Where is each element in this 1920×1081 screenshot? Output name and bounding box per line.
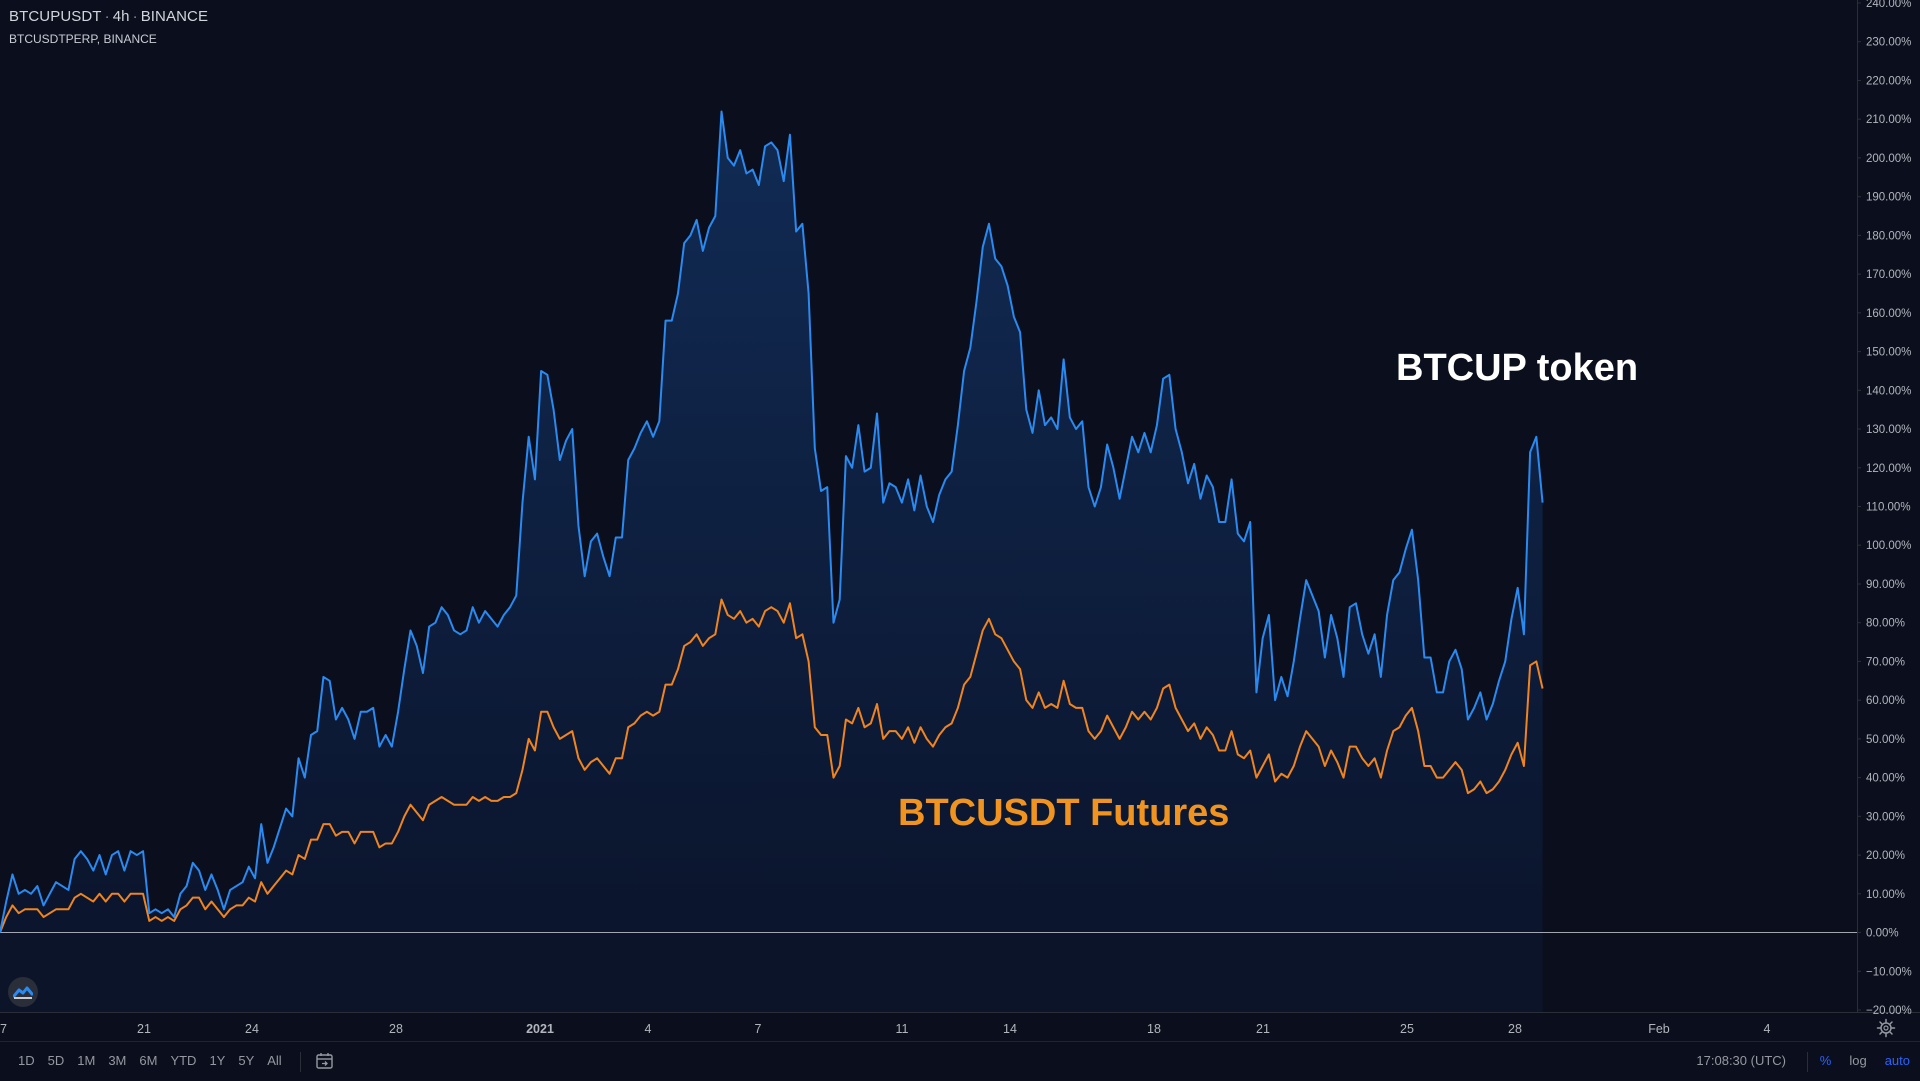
btcup-area-fill	[0, 111, 1543, 933]
range-button-1y[interactable]: 1Y	[209, 1053, 226, 1068]
y-tick-label: 220.00%	[1866, 76, 1911, 88]
time-scale[interactable]: 7 21 24 28 2021 4 7 11 14 18 21 25 28 Feb 4	[0, 1022, 1771, 1036]
legend-main-row[interactable]: BTCUPUSDT · 4h · BINANCE	[9, 8, 208, 25]
plot-layer	[0, 110, 1857, 1012]
y-tick-label: 230.00%	[1866, 37, 1911, 49]
date-range-buttons: 1D 5D 1M 3M 6M YTD 1Y 5Y All	[13, 1053, 290, 1068]
y-tick-label: 240.00%	[1866, 0, 1911, 10]
y-tick-label: 170.00%	[1866, 269, 1911, 281]
utc-clock[interactable]: 17:08:30 (UTC)	[1696, 1053, 1786, 1068]
y-tick-label: 50.00%	[1866, 734, 1905, 746]
y-tick-label: 10.00%	[1866, 889, 1905, 901]
toolbar-divider	[300, 1052, 301, 1072]
x-tick-label: 18	[1147, 1022, 1161, 1036]
auto-scale-toggle[interactable]: auto	[1884, 1053, 1910, 1068]
futures-annotation: BTCUSDT Futures	[898, 792, 1229, 834]
series-line-btcusdtperp	[0, 598, 1544, 933]
y-tick-label: 180.00%	[1866, 230, 1911, 242]
y-tick-label: 200.00%	[1866, 153, 1911, 165]
y-tick-label: 210.00%	[1866, 114, 1911, 126]
chart-svg[interactable]: 240.00%230.00%220.00%210.00%200.00%190.0…	[0, 0, 1920, 1041]
y-tick-label: 60.00%	[1866, 695, 1905, 707]
x-tick-label: 24	[245, 1022, 259, 1036]
legend-separator: ·	[104, 8, 110, 25]
x-tick-label: 7	[755, 1022, 762, 1036]
x-tick-label: 7	[0, 1022, 7, 1036]
legend-interval[interactable]: 4h	[112, 8, 130, 25]
x-tick-label: 4	[1764, 1022, 1771, 1036]
x-tick-label: 28	[1508, 1022, 1522, 1036]
range-button-6m[interactable]: 6M	[139, 1053, 158, 1068]
legend-separator: ·	[132, 8, 138, 25]
btcup-annotation: BTCUP token	[1396, 347, 1638, 389]
y-tick-label: 20.00%	[1866, 850, 1905, 862]
x-tick-label: 14	[1003, 1022, 1017, 1036]
y-tick-label: 90.00%	[1866, 579, 1905, 591]
x-tick-label: 11	[896, 1022, 909, 1036]
y-tick-label: 30.00%	[1866, 811, 1905, 823]
percent-scale-toggle[interactable]: %	[1819, 1053, 1832, 1068]
legend-symbol[interactable]: BTCUPUSDT	[9, 8, 102, 25]
range-button-ytd[interactable]: YTD	[170, 1053, 197, 1068]
y-tick-label: 100.00%	[1866, 540, 1911, 552]
y-tick-label: 80.00%	[1866, 618, 1905, 630]
calendar-goto-icon[interactable]	[315, 1052, 335, 1070]
settings-gear-icon[interactable]	[1876, 1018, 1896, 1038]
y-tick-label: 110.00%	[1866, 502, 1911, 514]
y-tick-label: 130.00%	[1866, 424, 1911, 436]
legend-exchange: BINANCE	[140, 8, 209, 25]
y-tick-label: 140.00%	[1866, 385, 1911, 397]
scale-options: % log auto	[1802, 1053, 1910, 1068]
y-tick-label: 160.00%	[1866, 308, 1911, 320]
y-tick-label: 40.00%	[1866, 773, 1905, 785]
chart-legend[interactable]: BTCUPUSDT · 4h · BINANCE BTCUSDTPERP, BINANC…	[9, 8, 208, 46]
tradingview-logo-icon[interactable]	[8, 977, 38, 1007]
x-tick-label: 21	[1256, 1022, 1270, 1036]
price-scale[interactable]: 240.00% 230.00% 220.00% 210.00% 200.00% 190.0…	[1857, 0, 1912, 1017]
y-tick-label: 120.00%	[1866, 463, 1911, 475]
x-tick-label: 2021	[526, 1022, 554, 1036]
y-tick-label: −20.00%	[1866, 1005, 1912, 1017]
below-zero-area	[0, 932, 1543, 1012]
legend-compare-symbol[interactable]: BTCUSDTPERP, BINANCE	[9, 32, 157, 46]
range-button-1d[interactable]: 1D	[18, 1053, 35, 1068]
toolbar-divider	[1807, 1052, 1808, 1072]
x-tick-label: 4	[645, 1022, 652, 1036]
x-tick-label: 21	[137, 1022, 151, 1036]
y-tick-label: 70.00%	[1866, 656, 1905, 668]
range-button-1m[interactable]: 1M	[77, 1053, 96, 1068]
y-tick-label: 190.00%	[1866, 192, 1911, 204]
series-line-btcupusdt	[0, 110, 1544, 933]
y-tick-label: 150.00%	[1866, 347, 1911, 359]
log-scale-toggle[interactable]: log	[1849, 1053, 1867, 1068]
range-button-5d[interactable]: 5D	[47, 1053, 65, 1068]
range-button-3m[interactable]: 3M	[108, 1053, 127, 1068]
range-button-5y[interactable]: 5Y	[238, 1053, 255, 1068]
range-button-all[interactable]: All	[267, 1053, 282, 1068]
bottom-toolbar: 1D 5D 1M 3M 6M YTD 1Y 5Y All 17:08:30 (U…	[0, 1041, 1920, 1081]
x-tick-label: Feb	[1648, 1022, 1670, 1036]
y-tick-label: 0.00%	[1866, 928, 1899, 940]
y-tick-label: −10.00%	[1866, 966, 1912, 978]
x-tick-label: 28	[389, 1022, 403, 1036]
x-tick-label: 25	[1400, 1022, 1414, 1036]
